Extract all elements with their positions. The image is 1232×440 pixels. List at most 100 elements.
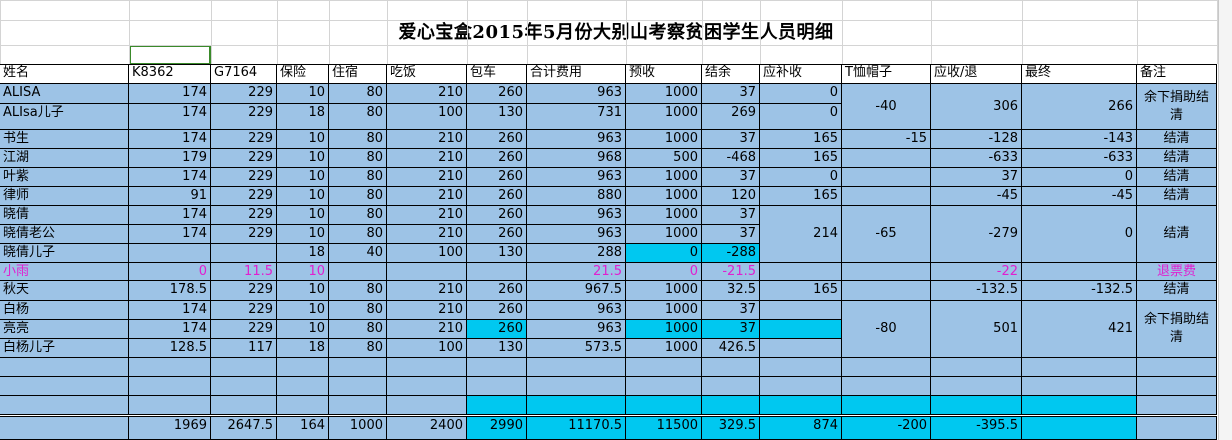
total-meals[interactable]: 2400 bbox=[387, 417, 467, 440]
meals-cell[interactable]: 210 bbox=[387, 281, 467, 301]
k8362-cell[interactable] bbox=[129, 244, 211, 263]
g7164-cell[interactable]: 229 bbox=[211, 206, 277, 225]
final-cell[interactable]: 421 bbox=[1022, 301, 1137, 358]
blank-cell[interactable] bbox=[527, 377, 626, 396]
blank-cell[interactable] bbox=[1137, 377, 1217, 396]
lodging-cell[interactable]: 40 bbox=[329, 244, 387, 263]
name-cell[interactable]: 亮亮 bbox=[0, 320, 129, 339]
meals-cell[interactable]: 210 bbox=[387, 206, 467, 225]
blank-cell[interactable] bbox=[277, 396, 329, 415]
blank-cell[interactable] bbox=[760, 396, 842, 415]
header-supplement[interactable]: 应补收 bbox=[760, 64, 842, 84]
prepaid-cell[interactable]: 1000 bbox=[626, 84, 702, 104]
total-due[interactable]: -395.5 bbox=[931, 417, 1022, 440]
prepaid-cell[interactable]: 1000 bbox=[626, 225, 702, 244]
g7164-cell[interactable]: 229 bbox=[211, 149, 277, 168]
total-g7164[interactable]: 2647.5 bbox=[211, 417, 277, 440]
k8362-cell[interactable]: 174 bbox=[129, 84, 211, 104]
total-cell[interactable]: 963 bbox=[527, 130, 626, 149]
g7164-cell[interactable]: 117 bbox=[211, 339, 277, 358]
balance-cell[interactable]: 37 bbox=[702, 168, 760, 187]
blank-cell[interactable] bbox=[760, 377, 842, 396]
blank-cell[interactable] bbox=[1022, 396, 1137, 415]
tshirt-cell[interactable] bbox=[842, 281, 931, 301]
name-cell[interactable]: 叶紫 bbox=[0, 168, 129, 187]
prepaid-cell[interactable]: 0 bbox=[626, 263, 702, 281]
due-cell[interactable]: 501 bbox=[931, 301, 1022, 358]
tshirt-cell[interactable] bbox=[842, 149, 931, 168]
insurance-cell[interactable]: 10 bbox=[277, 149, 329, 168]
total-tshirt[interactable]: -200 bbox=[842, 417, 931, 440]
total-cell[interactable]: 963 bbox=[527, 168, 626, 187]
g7164-cell[interactable]: 229 bbox=[211, 84, 277, 104]
total-final[interactable] bbox=[1022, 417, 1137, 440]
header-bus[interactable]: 包车 bbox=[467, 64, 527, 84]
bus-cell[interactable]: 260 bbox=[467, 320, 527, 339]
blank-cell[interactable] bbox=[211, 377, 277, 396]
prepaid-cell[interactable]: 1000 bbox=[626, 301, 702, 320]
tshirt-cell[interactable] bbox=[842, 263, 931, 281]
balance-cell[interactable]: 37 bbox=[702, 130, 760, 149]
blank-cell[interactable] bbox=[626, 396, 702, 415]
bus-cell[interactable]: 260 bbox=[467, 130, 527, 149]
total-cell[interactable]: 963 bbox=[527, 84, 626, 104]
name-cell[interactable]: 秋天 bbox=[0, 281, 129, 301]
blank-cell[interactable] bbox=[702, 396, 760, 415]
total-supplement[interactable]: 874 bbox=[760, 417, 842, 440]
final-cell[interactable]: -143 bbox=[1022, 130, 1137, 149]
blank-cell[interactable] bbox=[0, 358, 129, 377]
insurance-cell[interactable]: 18 bbox=[277, 244, 329, 263]
blank-cell[interactable] bbox=[931, 396, 1022, 415]
k8362-cell[interactable]: 174 bbox=[129, 225, 211, 244]
final-cell[interactable] bbox=[1022, 263, 1137, 281]
total-bus[interactable]: 2990 bbox=[467, 417, 527, 440]
blank-cell[interactable] bbox=[329, 396, 387, 415]
blank-cell[interactable] bbox=[0, 377, 129, 396]
k8362-cell[interactable]: 0 bbox=[129, 263, 211, 281]
supplement-cell[interactable]: 0 bbox=[760, 84, 842, 104]
note-cell[interactable]: 结清 bbox=[1137, 281, 1217, 301]
blank-cell[interactable] bbox=[129, 358, 211, 377]
lodging-cell[interactable]: 80 bbox=[329, 104, 387, 130]
bus-cell[interactable]: 260 bbox=[467, 84, 527, 104]
meals-cell[interactable]: 100 bbox=[387, 339, 467, 358]
name-cell[interactable]: 白杨 bbox=[0, 301, 129, 320]
balance-cell[interactable]: 32.5 bbox=[702, 281, 760, 301]
header-lodging[interactable]: 住宿 bbox=[329, 64, 387, 84]
blank-cell[interactable] bbox=[329, 358, 387, 377]
bus-cell[interactable]: 130 bbox=[467, 104, 527, 130]
balance-cell[interactable]: 37 bbox=[702, 320, 760, 339]
insurance-cell[interactable]: 10 bbox=[277, 263, 329, 281]
total-cell[interactable]: 968 bbox=[527, 149, 626, 168]
insurance-cell[interactable]: 10 bbox=[277, 130, 329, 149]
blank-cell[interactable] bbox=[467, 358, 527, 377]
g7164-cell[interactable]: 229 bbox=[211, 130, 277, 149]
name-cell[interactable]: 律师 bbox=[0, 187, 129, 206]
insurance-cell[interactable]: 10 bbox=[277, 301, 329, 320]
note-cell[interactable]: 退票费 bbox=[1137, 263, 1217, 281]
tshirt-cell[interactable]: -40 bbox=[842, 84, 931, 130]
name-cell[interactable]: 晓倩老公 bbox=[0, 225, 129, 244]
prepaid-cell[interactable]: 1000 bbox=[626, 130, 702, 149]
balance-cell[interactable]: -288 bbox=[702, 244, 760, 263]
tshirt-cell[interactable] bbox=[842, 168, 931, 187]
note-cell[interactable]: 结清 bbox=[1137, 149, 1217, 168]
note-cell[interactable]: 结清 bbox=[1137, 168, 1217, 187]
lodging-cell[interactable]: 80 bbox=[329, 301, 387, 320]
blank-cell[interactable] bbox=[387, 396, 467, 415]
meals-cell[interactable]: 210 bbox=[387, 84, 467, 104]
g7164-cell[interactable] bbox=[211, 244, 277, 263]
blank-cell[interactable] bbox=[1137, 396, 1217, 415]
total-cell[interactable]: 731 bbox=[527, 104, 626, 130]
meals-cell[interactable]: 210 bbox=[387, 168, 467, 187]
blank-cell[interactable] bbox=[467, 377, 527, 396]
note-cell[interactable]: 余下捐助结清 bbox=[1137, 301, 1217, 358]
blank-cell[interactable] bbox=[702, 377, 760, 396]
blank-cell[interactable] bbox=[527, 396, 626, 415]
insurance-cell[interactable]: 10 bbox=[277, 225, 329, 244]
k8362-cell[interactable]: 179 bbox=[129, 149, 211, 168]
final-cell[interactable]: -132.5 bbox=[1022, 281, 1137, 301]
insurance-cell[interactable]: 10 bbox=[277, 206, 329, 225]
total-name[interactable] bbox=[0, 417, 129, 440]
due-cell[interactable]: -45 bbox=[931, 187, 1022, 206]
